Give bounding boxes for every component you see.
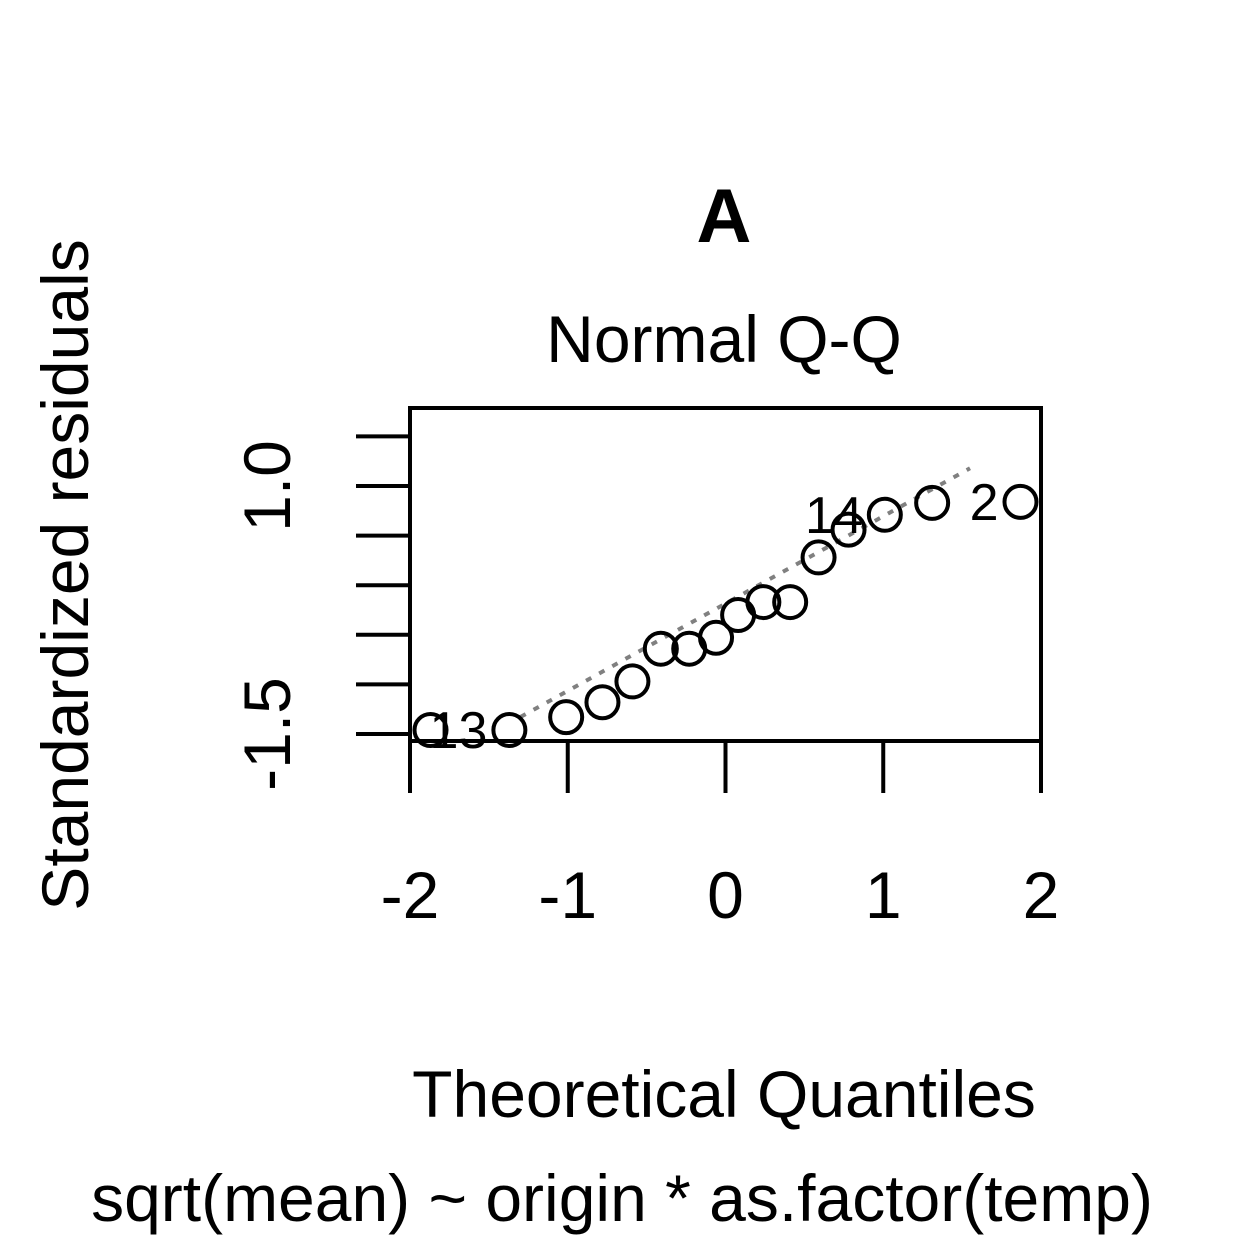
qq-point	[1002, 483, 1039, 520]
plot-frame	[408, 406, 1043, 743]
qq-point	[548, 699, 585, 736]
qq-point	[642, 630, 679, 667]
qq-point	[800, 539, 837, 576]
y-tick-label: -1.5	[230, 677, 304, 791]
qq-point	[584, 684, 621, 721]
point-id-label: 14	[805, 487, 863, 545]
qq-reference-line	[519, 466, 971, 719]
qq-point	[772, 584, 809, 621]
qq-point	[914, 484, 951, 521]
qq-point	[745, 584, 782, 621]
points-layer	[412, 483, 1039, 749]
x-tick-label: 0	[707, 858, 744, 932]
qq-point	[866, 496, 903, 533]
point-id-label: 13	[430, 702, 488, 760]
y-tick-label: 1.0	[230, 440, 304, 532]
panel-label: A	[697, 174, 752, 259]
x-tick-label: 1	[865, 858, 902, 932]
point-labels-layer: 13 14 2	[430, 474, 999, 760]
y-axis-label: Standardized residuals	[28, 239, 102, 910]
x-axis-label: Theoretical Quantiles	[412, 1057, 1036, 1131]
reference-line-layer	[519, 466, 971, 719]
qq-point	[614, 663, 651, 700]
chart-title: Normal Q-Q	[546, 302, 902, 376]
qq-point	[412, 712, 449, 749]
x-axis: -2 -1 0 1 2	[381, 739, 1060, 932]
qq-point	[830, 511, 867, 548]
x-tick-label: 2	[1023, 858, 1060, 932]
model-formula: sqrt(mean) ~ origin * as.factor(temp)	[91, 1161, 1153, 1235]
qq-point	[698, 619, 735, 656]
x-tick-label: -2	[381, 858, 440, 932]
x-tick-label: -1	[538, 858, 597, 932]
point-id-label: 2	[970, 474, 999, 532]
y-axis: -1.5 1.0	[230, 434, 410, 791]
qq-point	[491, 712, 528, 749]
